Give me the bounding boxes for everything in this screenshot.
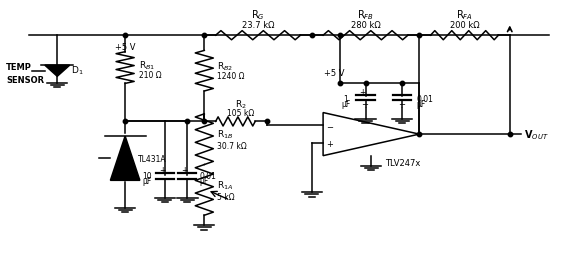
Text: $-$: $-$ <box>398 98 407 107</box>
Text: $+$: $+$ <box>326 139 334 149</box>
Text: R$_2$: R$_2$ <box>235 98 247 110</box>
Text: 30.7 kΩ: 30.7 kΩ <box>217 141 247 150</box>
Text: D$_1$: D$_1$ <box>71 64 84 76</box>
Text: TL431A: TL431A <box>138 154 166 163</box>
Text: +: + <box>359 87 366 96</box>
Text: 105 kΩ: 105 kΩ <box>227 108 255 117</box>
Text: μF: μF <box>142 176 151 185</box>
Text: 1240 Ω: 1240 Ω <box>217 72 244 81</box>
Polygon shape <box>45 66 70 77</box>
Text: SENSOR: SENSOR <box>6 76 44 85</box>
Text: R$_{FA}$: R$_{FA}$ <box>456 8 473 22</box>
Text: R$_G$: R$_G$ <box>251 8 265 22</box>
Text: R$_{B1}$: R$_{B1}$ <box>139 59 155 71</box>
Text: μF: μF <box>200 176 209 185</box>
Text: $-$: $-$ <box>361 98 370 107</box>
Text: 0.01: 0.01 <box>416 94 433 103</box>
Text: TEMP: TEMP <box>6 63 32 72</box>
Text: +5 V: +5 V <box>324 69 345 78</box>
Text: 5 kΩ: 5 kΩ <box>217 192 234 201</box>
Text: 1: 1 <box>344 94 348 103</box>
Text: 0.01: 0.01 <box>200 171 217 180</box>
Text: 23.7 kΩ: 23.7 kΩ <box>242 21 274 30</box>
Text: R$_{FB}$: R$_{FB}$ <box>357 8 374 22</box>
Polygon shape <box>111 137 140 181</box>
Text: 280 kΩ: 280 kΩ <box>350 21 380 30</box>
Text: R$_{1A}$: R$_{1A}$ <box>217 179 233 191</box>
Text: V$_{OUT}$: V$_{OUT}$ <box>524 128 548 141</box>
Text: 210 Ω: 210 Ω <box>139 71 162 80</box>
Text: R$_{B2}$: R$_{B2}$ <box>217 60 233 73</box>
Text: $-$: $-$ <box>326 121 334 130</box>
Text: μF: μF <box>416 99 426 108</box>
Text: 10: 10 <box>142 171 151 180</box>
Text: R$_{1B}$: R$_{1B}$ <box>217 128 233 141</box>
Text: 200 kΩ: 200 kΩ <box>450 21 479 30</box>
Text: μF: μF <box>341 99 350 108</box>
Text: TLV247x: TLV247x <box>386 158 421 168</box>
Text: +: + <box>159 166 165 175</box>
Text: +5 V: +5 V <box>115 42 136 51</box>
Polygon shape <box>323 113 419 156</box>
Text: +: + <box>181 166 188 175</box>
